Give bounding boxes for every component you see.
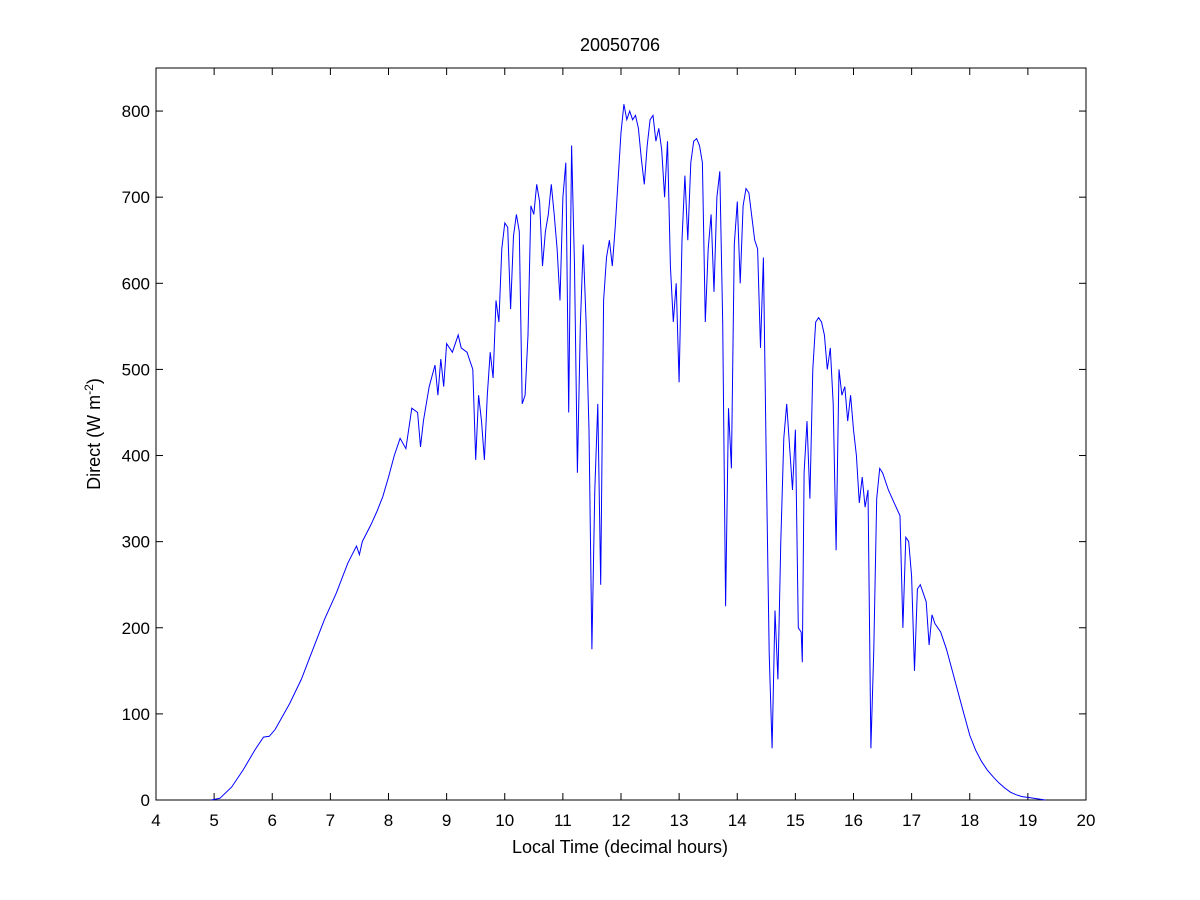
x-tick-label: 8: [384, 811, 393, 830]
x-tick-label: 6: [268, 811, 277, 830]
x-tick-label: 5: [209, 811, 218, 830]
x-tick-label: 13: [670, 811, 689, 830]
x-tick-label: 7: [326, 811, 335, 830]
y-tick-label: 600: [122, 274, 150, 293]
x-tick-label: 9: [442, 811, 451, 830]
y-axis-label: Direct (W m-2): [82, 378, 104, 490]
y-axis: 0 100 200 300 400 500 600 700 800: [122, 102, 1086, 810]
x-tick-label: 14: [728, 811, 747, 830]
x-axis: 4 5 6 7 8 9 10 11 12 13 14 15 16 17 18 19 20: [151, 68, 1095, 830]
x-tick-label: 11: [554, 811, 572, 830]
series-line: [211, 104, 1046, 801]
y-axis-label-sup: -2: [82, 384, 96, 395]
plot-area: [155, 67, 1087, 801]
y-axis-label-close: ): [84, 378, 104, 384]
y-tick-label: 700: [122, 188, 150, 207]
y-tick-label: 800: [122, 102, 150, 121]
x-tick-label: 15: [786, 811, 805, 830]
chart-title: 20050706: [580, 35, 660, 55]
x-tick-label: 16: [844, 811, 863, 830]
x-axis-label: Local Time (decimal hours): [512, 837, 728, 857]
x-tick-label: 10: [495, 811, 514, 830]
x-tick-label: 18: [960, 811, 979, 830]
x-tick-label: 17: [902, 811, 921, 830]
y-tick-label: 100: [122, 705, 150, 724]
x-tick-label: 19: [1018, 811, 1037, 830]
y-tick-label: 300: [122, 533, 150, 552]
y-tick-label: 400: [122, 447, 150, 466]
x-tick-label: 20: [1077, 811, 1096, 830]
y-tick-label: 500: [122, 360, 150, 379]
x-tick-label: 12: [612, 811, 631, 830]
y-tick-label: 200: [122, 619, 150, 638]
x-tick-label: 4: [151, 811, 160, 830]
y-axis-label-main: Direct (W m: [84, 395, 104, 490]
y-tick-label: 0: [141, 791, 150, 810]
